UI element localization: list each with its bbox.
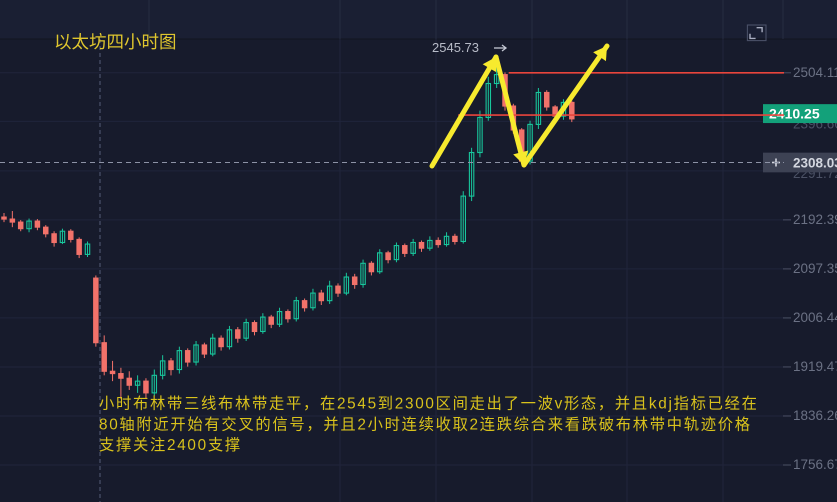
svg-text:2504.11: 2504.11 bbox=[793, 65, 837, 80]
svg-text:小时布林带三线布林带走平，在2545到2300区间走出了一波: 小时布林带三线布林带走平，在2545到2300区间走出了一波v形态，并且kdj指… bbox=[99, 396, 759, 413]
svg-text:支撑关注2400支撑: 支撑关注2400支撑 bbox=[99, 437, 242, 454]
svg-text:2006.44: 2006.44 bbox=[793, 310, 837, 325]
svg-text:2410.25: 2410.25 bbox=[769, 106, 820, 122]
svg-text:1756.67: 1756.67 bbox=[793, 457, 837, 472]
svg-text:80轴附近开始有交叉的信号，并且2小时连续收取2连跌综合来看: 80轴附近开始有交叉的信号，并且2小时连续收取2连跌综合来看跌破布林带中轨迹价格 bbox=[99, 415, 752, 433]
svg-text:以太坊四小时图: 以太坊四小时图 bbox=[54, 32, 177, 52]
svg-text:2545.73: 2545.73 bbox=[432, 40, 479, 55]
svg-text:2097.35: 2097.35 bbox=[793, 261, 837, 276]
svg-text:2308.03: 2308.03 bbox=[793, 156, 837, 171]
svg-text:1836.26: 1836.26 bbox=[793, 408, 837, 423]
svg-text:2192.39: 2192.39 bbox=[793, 212, 837, 227]
svg-text:1919.47: 1919.47 bbox=[793, 359, 837, 374]
